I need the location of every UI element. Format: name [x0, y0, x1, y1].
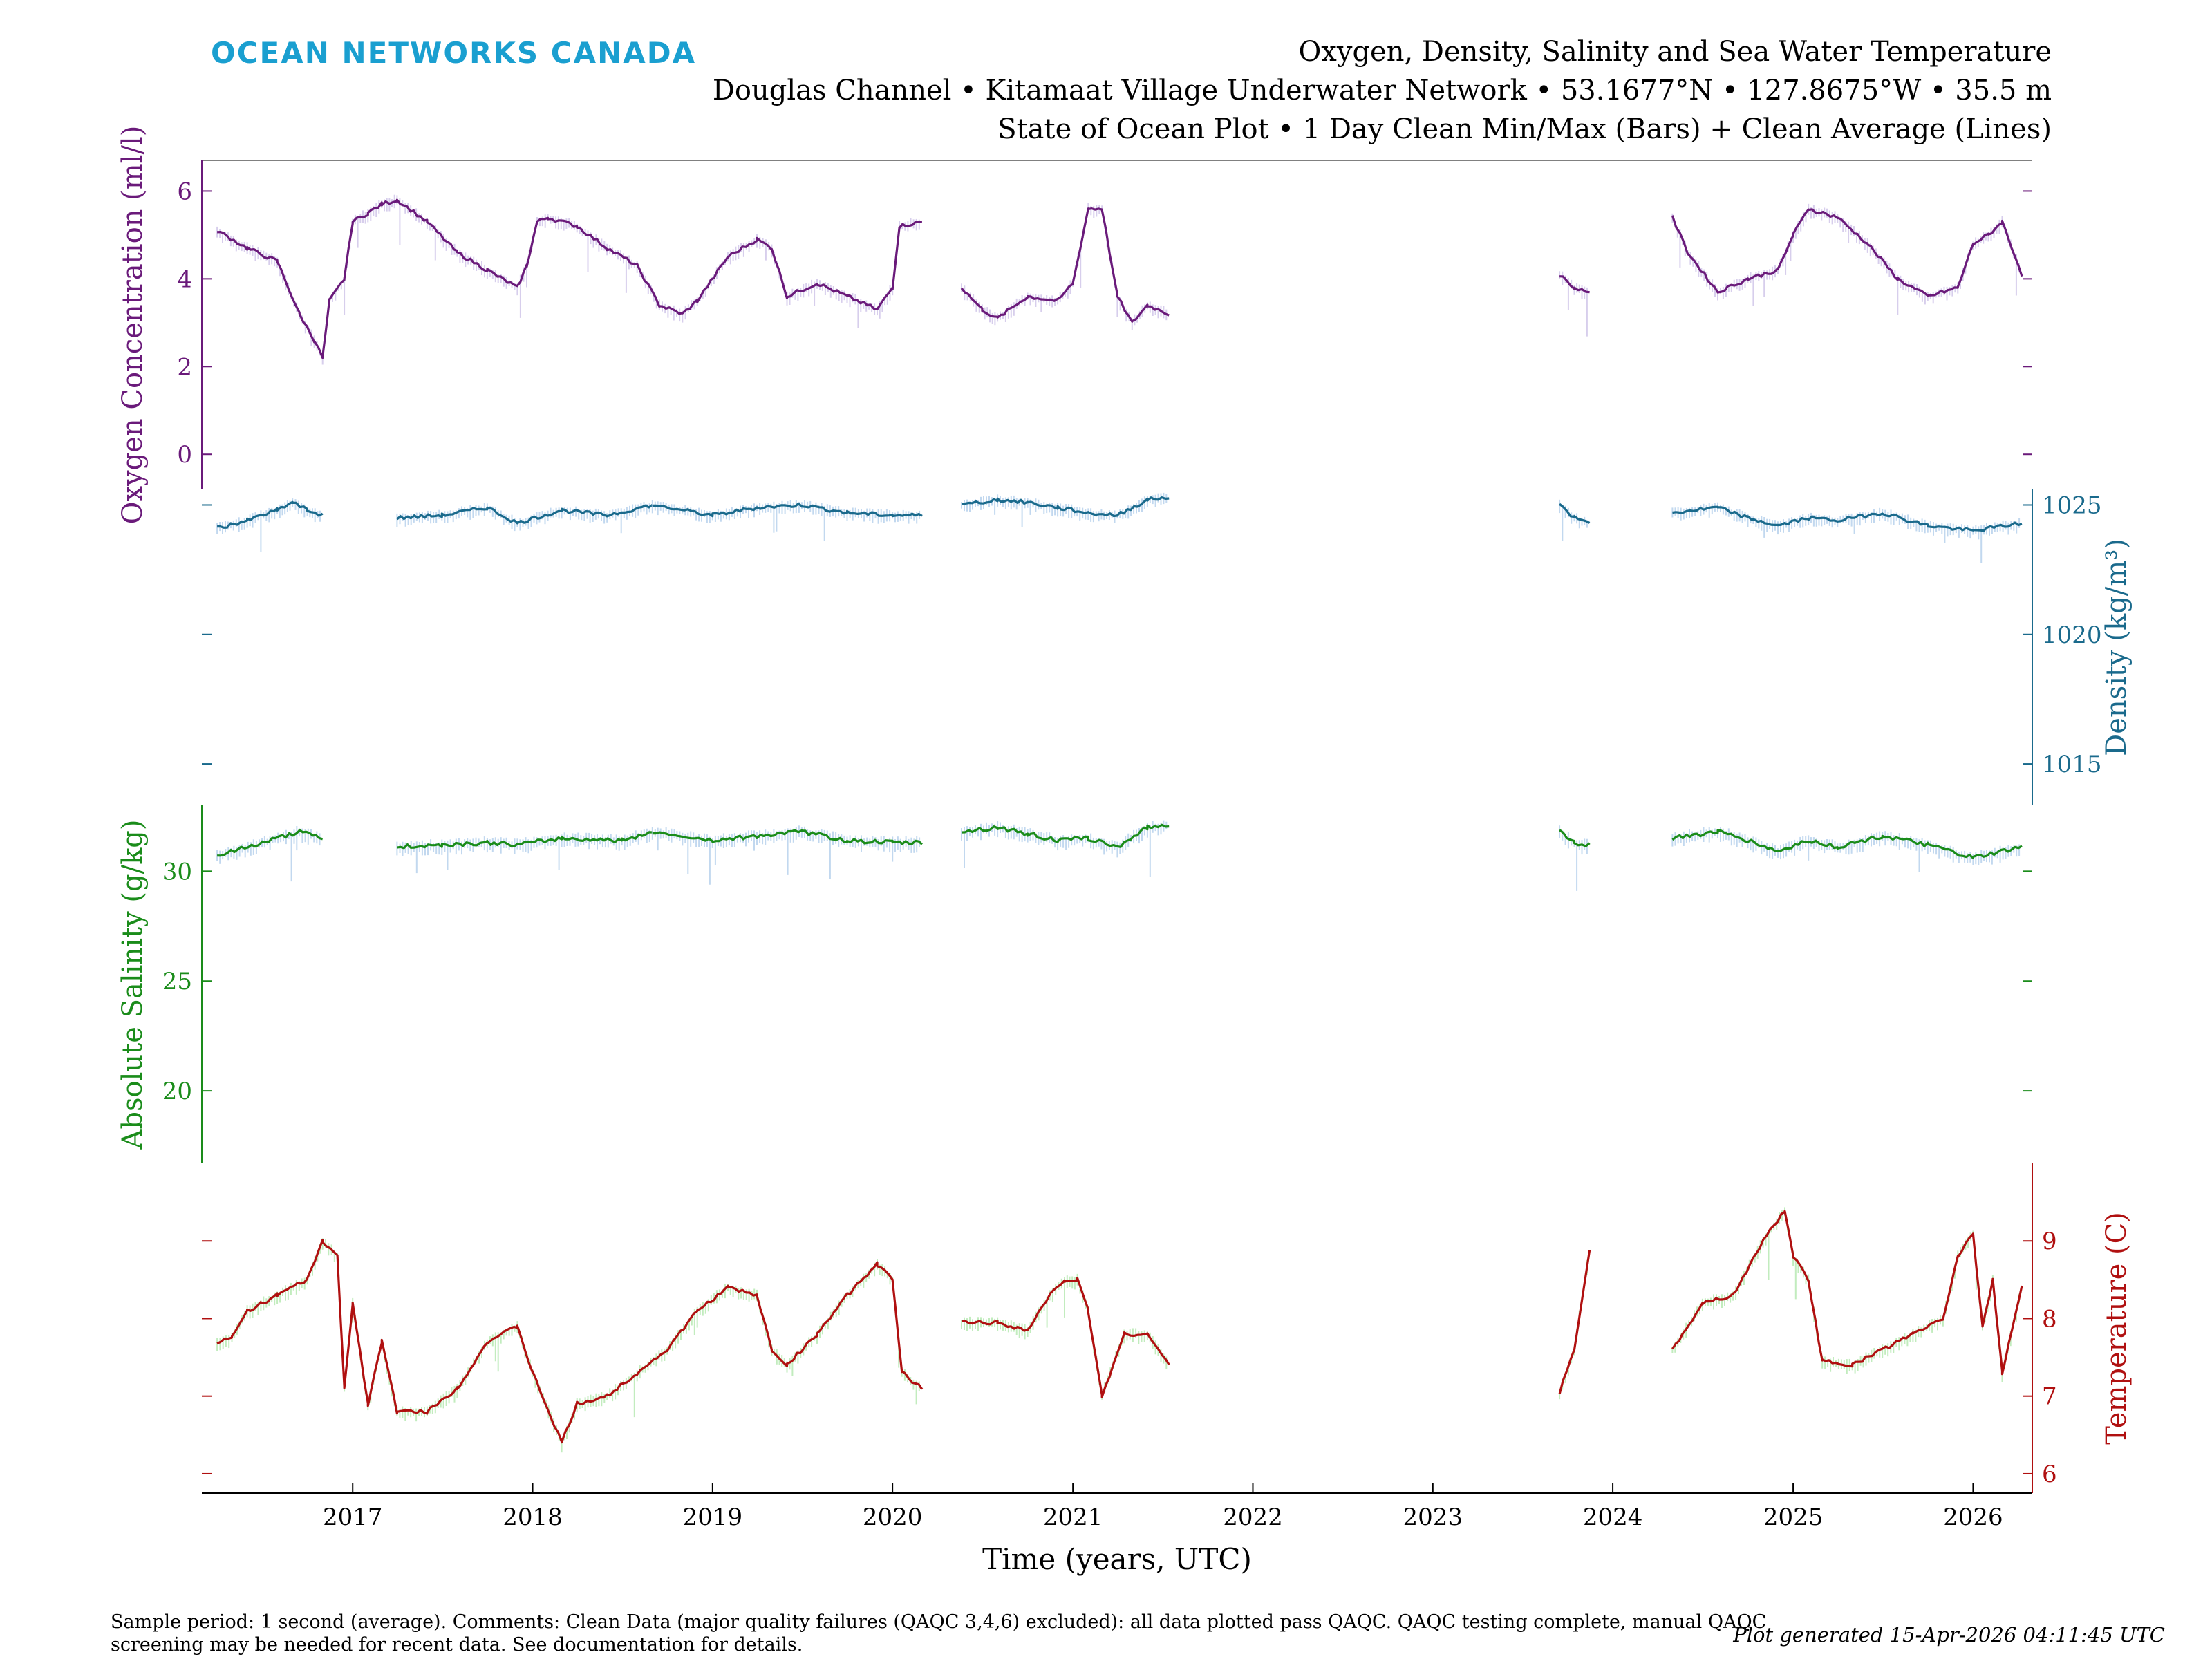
salinity-minmax-bars: [961, 820, 1168, 877]
temperature-y-tick-label: 8: [2042, 1305, 2057, 1333]
oxygen-y-tick-label: 0: [177, 441, 192, 469]
temperature-minmax-bars: [216, 1238, 920, 1453]
x-tick-label: 2021: [1043, 1503, 1103, 1531]
temperature-average-line-segment-3: [1558, 1250, 1591, 1395]
oxygen-average-line-segment-2: [960, 207, 1170, 323]
x-tick-label: 2017: [323, 1503, 383, 1531]
oxygen-y-tick-label: 2: [177, 353, 192, 381]
temperature-minmax-bars: [1671, 1207, 2020, 1382]
oxygen-minmax-bars: [961, 203, 1168, 330]
x-tick-label: 2026: [1943, 1503, 2003, 1531]
density-minmax-bars: [1671, 502, 2021, 563]
x-tick-label: 2019: [683, 1503, 743, 1531]
oxygen-average-line-segment-3: [1559, 275, 1590, 294]
density-average-line-segment-1: [217, 500, 324, 529]
salinity-average-line-segment-5: [1559, 829, 1591, 847]
x-tick-label: 2018: [503, 1503, 563, 1531]
temperature-average-line-segment-2: [961, 1277, 1170, 1398]
density-y-axis-label: Density (kg/m³): [2101, 538, 2133, 756]
x-tick-label: 2023: [1403, 1503, 1463, 1531]
density-average-line-segment-2: [396, 504, 653, 525]
temperature-y-tick-label: 7: [2042, 1383, 2057, 1411]
temperature-y-tick-label: 6: [2042, 1461, 2057, 1488]
salinity-average-line-segment-6: [1671, 829, 2023, 859]
temperature-minmax-bars: [961, 1273, 1168, 1400]
salinity-minmax-bars: [396, 828, 650, 874]
x-axis-label: Time (years, UTC): [982, 1542, 1252, 1576]
chart-subtitle-location: Douglas Channel • Kitamaat Village Under…: [712, 75, 2052, 106]
salinity-y-tick-label: 30: [162, 858, 192, 885]
x-tick-label: 2020: [863, 1503, 923, 1531]
density-average-line-segment-5: [1559, 503, 1591, 524]
temperature-y-axis-label: Temperature (C): [2101, 1212, 2133, 1445]
density-y-tick-label: 1025: [2042, 491, 2102, 519]
oxygen-y-tick-label: 6: [177, 178, 192, 205]
temperature-y-tick-label: 9: [2042, 1228, 2057, 1255]
salinity-average-line-segment-4: [961, 823, 1170, 848]
density-minmax-bars: [396, 502, 650, 534]
oxygen-minmax-bars: [1671, 203, 2020, 315]
salinity-average-line-segment-1: [217, 829, 324, 857]
footnote: Sample period: 1 second (average). Comme…: [111, 1611, 1767, 1656]
oxygen-minmax-bars: [1559, 271, 1588, 337]
ocean-networks-canada-logo: OCEAN NETWORKS CANADA: [211, 36, 697, 70]
oxygen-minmax-bars: [216, 194, 920, 365]
oxygen-y-axis-label: Oxygen Concentration (ml/l): [117, 126, 149, 525]
salinity-y-axis-label: Absolute Salinity (g/kg): [117, 819, 149, 1150]
x-tick-label: 2022: [1223, 1503, 1283, 1531]
salinity-average-line-segment-3: [652, 829, 923, 845]
temperature-average-line-segment-4: [1671, 1210, 2023, 1376]
chart-title: Oxygen, Density, Salinity and Sea Water …: [1298, 36, 2052, 68]
x-tick-label: 2025: [1763, 1503, 1824, 1531]
salinity-y-tick-label: 20: [162, 1078, 192, 1105]
density-y-tick-label: 1015: [2042, 751, 2102, 778]
oxygen-average-line-segment-4: [1671, 208, 2023, 297]
density-y-tick-label: 1020: [2042, 621, 2102, 649]
density-average-line-segment-4: [961, 496, 1170, 518]
temperature-average-line-segment-1: [216, 1239, 924, 1444]
density-average-line-segment-3: [652, 503, 923, 518]
salinity-minmax-bars: [216, 826, 321, 882]
salinity-average-line-segment-2: [397, 831, 653, 850]
density-average-line-segment-6: [1672, 505, 2023, 532]
chart-subtitle-plot-type: State of Ocean Plot • 1 Day Clean Min/Ma…: [997, 113, 2052, 145]
plot-generated-timestamp: Plot generated 15-Apr-2026 04:11:45 UTC: [1733, 1623, 2165, 1647]
salinity-y-tick-label: 25: [162, 968, 192, 995]
oxygen-average-line-segment-1: [217, 198, 922, 359]
x-tick-label: 2024: [1583, 1503, 1643, 1531]
oxygen-y-tick-label: 4: [177, 265, 192, 293]
